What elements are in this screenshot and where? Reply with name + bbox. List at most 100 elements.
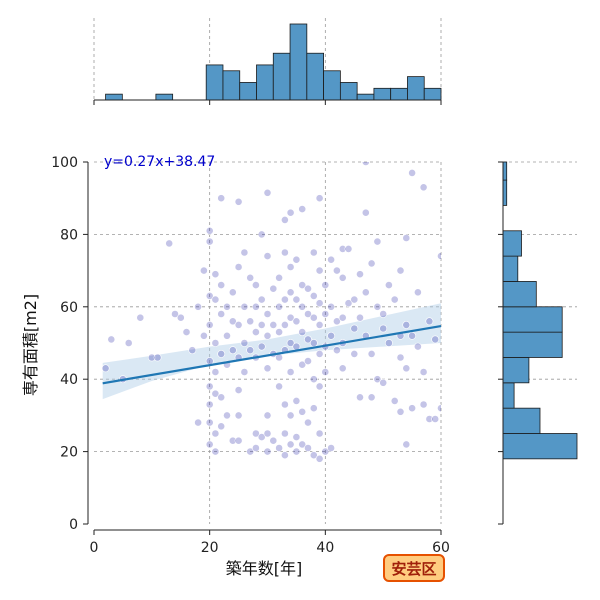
scatter-point [350,324,359,333]
scatter-point [211,295,220,304]
scatter-point [408,331,416,340]
scatter-point [223,302,231,311]
scatter-point [338,273,347,282]
scatter-point [332,346,341,355]
scatter-point [298,328,307,336]
y-tick-label: 60 [60,300,78,316]
scatter-point [304,418,312,427]
top-hist-bar [373,87,392,101]
right-marginal-histogram [498,161,578,525]
scatter-point [315,382,324,391]
scatter-point [344,244,353,253]
area-badge-box [383,554,445,582]
scatter-point [396,353,405,362]
scatter-point [275,273,283,282]
scatter-point [379,378,388,387]
area-badge: 安芸区 [383,554,445,582]
scatter-point [361,208,370,217]
scatter-point [419,183,428,192]
scatter-point [251,281,260,289]
scatter-point [275,302,283,311]
scatter-point [205,418,214,427]
scatter-point [223,331,231,340]
scatter-point [327,331,335,340]
top-hist-bar [390,87,408,101]
scatter-point [205,357,214,365]
scatter-point [240,248,249,257]
top-hist-bar [289,23,308,101]
top-hist-bar [105,93,123,101]
scatter-point [321,368,330,376]
top-hist-bar [356,93,375,101]
right-hist-bar [502,433,578,460]
scatter-point [211,339,220,347]
scatter-point [199,266,208,275]
scatter-point [286,288,295,297]
scatter-point [217,393,226,402]
scatter-point [217,310,226,318]
scatter-point [269,320,278,329]
right-hist-bar [502,255,519,282]
scatter-point [171,310,179,318]
scatter-point [257,295,266,304]
scatter-point [286,339,295,347]
scatter-point [367,393,376,402]
scatter-point [263,364,272,373]
top-hist-bar [339,82,358,101]
y-axis-label: 専有面積[m2] [21,294,40,396]
scatter-point [246,317,255,326]
scatter-point [344,299,353,308]
scatter-point [223,411,231,420]
top-hist-bar [239,82,257,101]
top-hist-bar [256,64,274,101]
right-hist-bar [502,357,530,384]
scatter-point [280,248,289,257]
x-tick-label: 20 [201,540,219,556]
scatter-point [211,389,220,398]
scatter-point [292,396,301,405]
scatter-point [384,339,393,347]
x-tick-label: 0 [90,540,99,556]
scatter-point [205,237,214,246]
scatter-point [396,266,405,275]
scatter-point [309,291,318,300]
top-hist-bar [222,70,241,101]
scatter-point [309,248,318,257]
scatter-point [321,281,330,289]
scatter-point [240,339,249,347]
scatter-point [153,353,162,362]
scatter-point [437,252,441,260]
scatter-point [298,302,307,311]
scatter-point [257,433,266,441]
scatter-point [373,237,382,246]
scatter-point [251,429,260,438]
scatter-point [263,331,272,340]
scatter-point [425,317,434,326]
scatter-point [205,440,214,449]
scatter-point [234,197,243,206]
scatter-point [280,320,289,329]
scatter-point [286,411,295,420]
scatter-point [408,168,416,177]
scatter-point [263,429,272,438]
scatter-point [309,375,318,384]
scatter-point [257,320,266,329]
scatter-point [280,429,289,438]
scatter-point [356,313,364,322]
scatter-point [332,266,341,275]
scatter-point [304,444,312,452]
scatter-point [327,255,335,264]
y-tick-label: 20 [60,445,78,461]
scatter-point [373,302,382,311]
regression-line [102,325,442,385]
scatter-point [286,208,295,217]
scatter-point [286,440,295,449]
scatter-point [124,339,133,347]
top-marginal-histogram [93,18,442,105]
scatter-point [205,400,214,409]
top-hist-bar [272,52,291,101]
scatter-point [205,320,214,329]
x-tick-label: 40 [316,540,334,556]
top-hist-bar [423,87,442,101]
scatter-points [101,162,441,463]
